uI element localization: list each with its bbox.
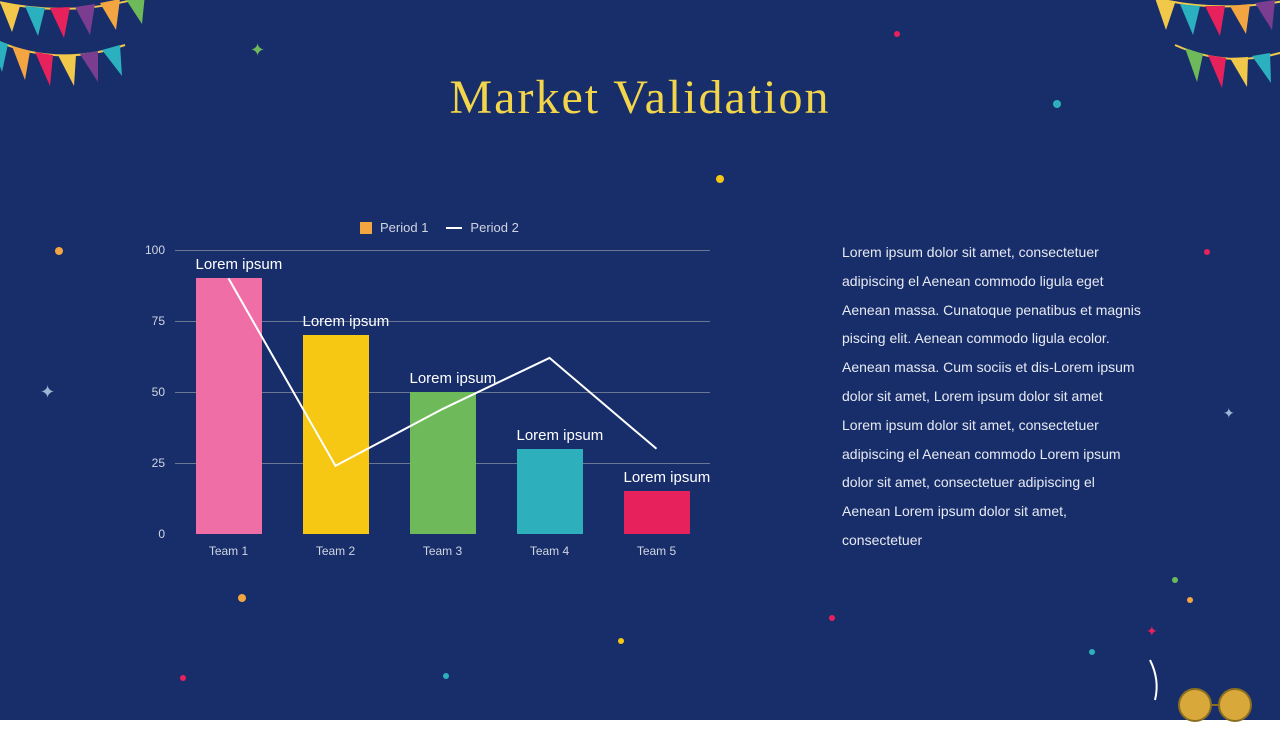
dot-icon — [238, 594, 246, 602]
dot-icon — [894, 31, 900, 37]
bunting-top-left-icon — [0, 0, 200, 110]
chart: 0255075100Team 1Lorem ipsumTeam 2Lorem i… — [175, 250, 710, 534]
dot-icon — [1204, 249, 1210, 255]
x-tick-label: Team 3 — [423, 544, 462, 558]
legend-swatch-icon — [360, 222, 372, 234]
x-tick-label: Team 2 — [316, 544, 355, 558]
dot-icon — [1089, 649, 1095, 655]
y-tick-label: 25 — [152, 456, 165, 470]
x-tick-label: Team 5 — [637, 544, 676, 558]
sparkle-icon: ✦ — [1223, 405, 1235, 422]
sparkle-icon: ✦ — [250, 40, 265, 61]
bunting-top-right-icon — [1140, 0, 1280, 130]
x-tick-label: Team 1 — [209, 544, 248, 558]
dot-icon — [716, 175, 724, 183]
legend-period1: Period 1 — [360, 220, 428, 235]
sparkle-icon: ✦ — [40, 382, 55, 403]
page-title: Market Validation — [449, 70, 830, 125]
y-tick-label: 75 — [152, 314, 165, 328]
x-tick-label: Team 4 — [530, 544, 569, 558]
dot-icon — [618, 638, 624, 644]
body-paragraph: Lorem ipsum dolor sit amet, consectetuer… — [842, 238, 1142, 555]
chart-legend: Period 1 Period 2 — [360, 220, 519, 235]
legend-line-icon — [446, 227, 462, 229]
sparkle-icon: ✦ — [1146, 623, 1158, 640]
glasses-icon — [1140, 650, 1260, 730]
y-tick-label: 0 — [158, 527, 165, 541]
dot-icon — [55, 247, 63, 255]
dot-icon — [1187, 597, 1193, 603]
dot-icon — [829, 615, 835, 621]
dot-icon — [1053, 100, 1061, 108]
y-tick-label: 100 — [145, 243, 165, 257]
dot-icon — [443, 673, 449, 679]
dot-icon — [1172, 577, 1178, 583]
line-series — [175, 250, 710, 534]
legend-period2: Period 2 — [446, 220, 518, 235]
legend-label: Period 1 — [380, 220, 428, 235]
dot-icon — [180, 675, 186, 681]
legend-label: Period 2 — [470, 220, 518, 235]
y-tick-label: 50 — [152, 385, 165, 399]
slide: ✦ ✦ ✦ ✦ Market Validation Period 1 Perio… — [0, 0, 1280, 720]
